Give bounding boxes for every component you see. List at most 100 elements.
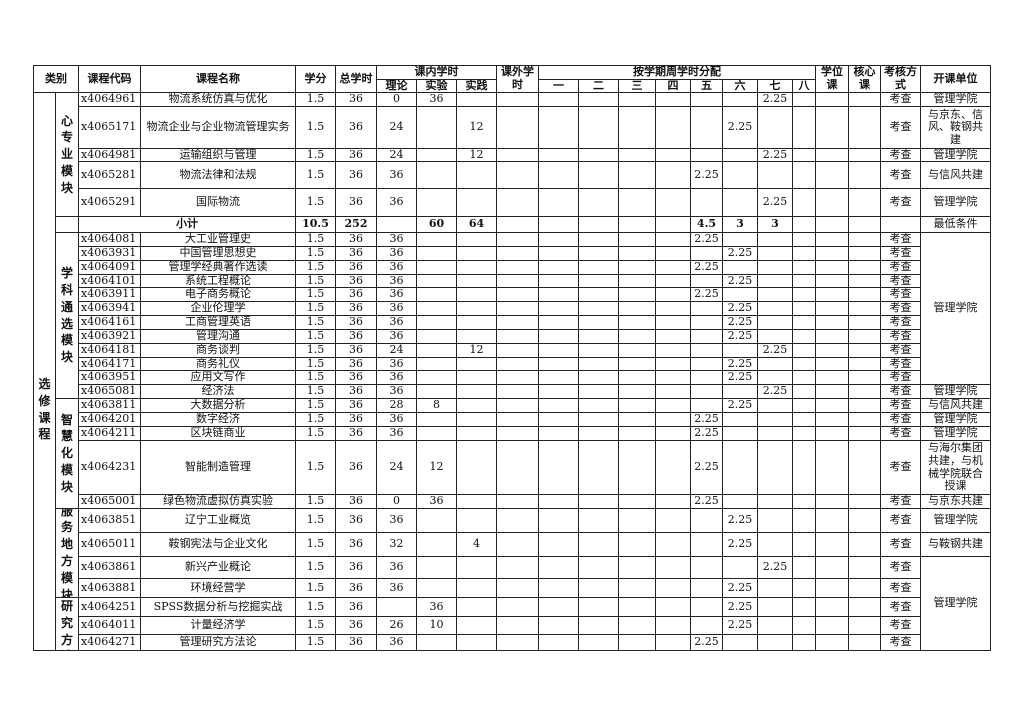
assess-cell: 考查	[880, 616, 921, 635]
assess-cell: 考查	[880, 440, 921, 495]
assess-cell: 考查	[880, 301, 921, 316]
code-cell: x4064961	[78, 92, 141, 107]
s5-cell: 2.25	[690, 287, 723, 302]
practice-cell: 12	[456, 106, 497, 149]
s5-cell: 2.25	[690, 232, 723, 247]
unit-cell: 管理学院	[920, 188, 991, 217]
s5-cell	[690, 597, 723, 617]
assess-cell: 考查	[880, 578, 921, 598]
s8-cell	[792, 412, 816, 427]
s4-cell	[655, 301, 691, 316]
s6-cell: 2.25	[722, 616, 758, 635]
s3-cell	[618, 301, 656, 316]
credit-cell: 1.5	[295, 412, 336, 427]
unit-cell: 管理学院	[920, 412, 991, 427]
core-cell	[848, 508, 881, 533]
total-cell: 252	[335, 216, 377, 233]
total-cell: 36	[335, 188, 377, 217]
degree-cell	[815, 92, 849, 107]
total-cell: 36	[335, 532, 377, 557]
assess-cell: 考查	[880, 597, 921, 617]
s1-cell	[538, 578, 579, 598]
s7-cell: 2.25	[757, 556, 793, 579]
credit-cell: 1.5	[295, 274, 336, 288]
s6-cell: 2.25	[722, 246, 758, 261]
s2-cell	[578, 440, 619, 495]
credit-cell: 1.5	[295, 315, 336, 330]
theory-cell: 28	[376, 398, 417, 413]
code-cell: x4064251	[78, 597, 141, 617]
core-cell	[848, 426, 881, 441]
lab-cell	[416, 329, 457, 344]
s4-cell	[655, 357, 691, 371]
degree-cell	[815, 412, 849, 427]
s2-cell	[578, 508, 619, 533]
degree-cell	[815, 494, 849, 509]
s5-cell: 4.5	[690, 216, 723, 233]
degree-cell	[815, 508, 849, 533]
s1-cell	[538, 329, 579, 344]
code-cell: x4064271	[78, 634, 141, 651]
header-cell: 类别	[33, 65, 79, 93]
s3-cell	[618, 260, 656, 275]
assess-cell: 考查	[880, 343, 921, 358]
name-cell: 运输组织与管理	[140, 148, 296, 162]
s8-cell	[792, 301, 816, 316]
code-cell: x4063881	[78, 578, 141, 598]
total-cell: 36	[335, 106, 377, 149]
credit-cell: 1.5	[295, 148, 336, 162]
core-cell	[848, 440, 881, 495]
s5-cell	[690, 148, 723, 162]
code-cell: x4063921	[78, 329, 141, 344]
s4-cell	[655, 274, 691, 288]
lab-cell	[416, 161, 457, 189]
degree-cell	[815, 532, 849, 557]
degree-cell	[815, 315, 849, 330]
section-cell: 智慧化模块	[55, 398, 79, 509]
s4-cell	[655, 260, 691, 275]
s5-cell: 2.25	[690, 440, 723, 495]
s6-cell	[722, 412, 758, 427]
s4-cell	[655, 246, 691, 261]
s5-cell	[690, 616, 723, 635]
header-cell: 课外学时	[496, 65, 539, 93]
s6-cell	[722, 440, 758, 495]
s7-cell	[757, 578, 793, 598]
s5-cell	[690, 329, 723, 344]
total-cell: 36	[335, 426, 377, 441]
header-cell: 按学期周学时分配	[538, 65, 816, 80]
credit-cell: 1.5	[295, 161, 336, 189]
assess-cell: 考查	[880, 232, 921, 247]
code-cell: x4063851	[78, 508, 141, 533]
name-cell: 商务谈判	[140, 343, 296, 358]
core-cell	[848, 329, 881, 344]
lab-cell: 36	[416, 92, 457, 107]
extra-cell	[496, 494, 539, 509]
lab-cell	[416, 384, 457, 399]
s1-cell	[538, 260, 579, 275]
s7-cell	[757, 106, 793, 149]
theory-cell: 36	[376, 188, 417, 217]
s2-cell	[578, 106, 619, 149]
extra-cell	[496, 426, 539, 441]
s6-cell	[722, 92, 758, 107]
section-cell	[55, 216, 79, 233]
lab-cell	[416, 274, 457, 288]
s4-cell	[655, 329, 691, 344]
header-cell: 核心课	[848, 65, 881, 93]
s6-cell: 2.25	[722, 315, 758, 330]
code-cell: x4064181	[78, 343, 141, 358]
s3-cell	[618, 440, 656, 495]
extra-cell	[496, 301, 539, 316]
s3-cell	[618, 634, 656, 651]
degree-cell	[815, 232, 849, 247]
s6-cell	[722, 426, 758, 441]
s8-cell	[792, 440, 816, 495]
s8-cell	[792, 92, 816, 107]
s8-cell	[792, 532, 816, 557]
degree-cell	[815, 343, 849, 358]
s1-cell	[538, 597, 579, 617]
assess-cell: 考查	[880, 426, 921, 441]
s8-cell	[792, 357, 816, 371]
core-cell	[848, 246, 881, 261]
